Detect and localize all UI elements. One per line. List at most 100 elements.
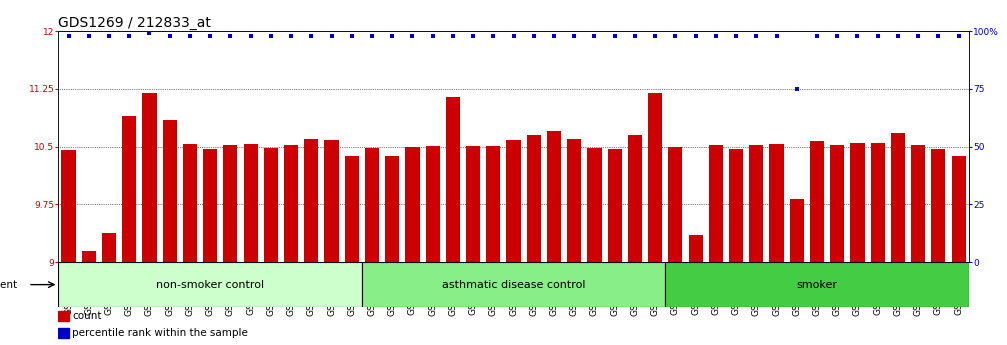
Bar [426, 146, 440, 262]
Text: GDS1269 / 212833_at: GDS1269 / 212833_at [58, 16, 211, 30]
Point [161, 33, 177, 38]
Point [648, 33, 664, 38]
Point [465, 33, 481, 38]
Point [263, 33, 279, 38]
Bar [669, 147, 683, 262]
Point [809, 33, 825, 38]
Point [606, 33, 622, 38]
Text: smoker: smoker [797, 280, 838, 289]
Bar [102, 233, 116, 262]
Point [223, 33, 239, 38]
Bar [446, 97, 460, 262]
Text: non-smoker control: non-smoker control [156, 280, 264, 289]
Point [283, 33, 299, 38]
Bar [952, 156, 966, 262]
Point [566, 33, 582, 38]
Bar [789, 199, 804, 262]
FancyBboxPatch shape [666, 262, 969, 307]
Point [343, 33, 359, 38]
Point [303, 33, 319, 38]
Bar [587, 148, 601, 262]
Point [81, 33, 97, 38]
Bar [547, 131, 561, 262]
Bar [385, 156, 399, 262]
FancyBboxPatch shape [362, 262, 666, 307]
Point [829, 33, 845, 38]
Bar [649, 93, 663, 262]
Bar [810, 141, 824, 262]
Point [870, 33, 886, 38]
Point [688, 33, 704, 38]
Bar [304, 139, 318, 262]
Text: agent: agent [0, 280, 18, 289]
Point [526, 33, 542, 38]
Bar [729, 149, 743, 262]
Point [930, 33, 947, 38]
Bar [58, 328, 69, 338]
Bar [689, 235, 703, 262]
Point [485, 33, 501, 38]
Point [323, 33, 339, 38]
Text: asthmatic disease control: asthmatic disease control [442, 280, 585, 289]
Bar [244, 144, 258, 262]
Bar [749, 145, 763, 262]
Bar [264, 148, 278, 262]
Point [546, 33, 562, 38]
Bar [931, 149, 946, 262]
Point [586, 33, 602, 38]
Bar [850, 143, 865, 262]
Point [788, 86, 805, 92]
Point [60, 33, 77, 38]
Bar [162, 120, 177, 262]
Bar [284, 145, 298, 262]
Point [364, 33, 380, 38]
Point [182, 33, 198, 38]
Bar [203, 149, 218, 262]
Bar [406, 147, 420, 262]
Point [202, 33, 219, 38]
Bar [142, 93, 156, 262]
Bar [466, 146, 480, 262]
Point [101, 33, 117, 38]
Bar [527, 135, 541, 262]
Point [384, 33, 400, 38]
Point [506, 33, 522, 38]
Point [768, 33, 784, 38]
Bar [183, 144, 197, 262]
Bar [486, 146, 500, 262]
Bar [365, 148, 379, 262]
Point [728, 33, 744, 38]
Point [708, 33, 724, 38]
Bar [58, 311, 69, 321]
Bar [911, 145, 925, 262]
Point [445, 33, 461, 38]
Point [141, 31, 157, 36]
Point [850, 33, 866, 38]
Point [121, 33, 137, 38]
Bar [871, 143, 885, 262]
Bar [82, 251, 96, 262]
Point [910, 33, 926, 38]
Bar [507, 140, 521, 262]
Point [627, 33, 643, 38]
Bar [607, 149, 621, 262]
Bar [769, 144, 783, 262]
Point [425, 33, 441, 38]
Bar [628, 135, 642, 262]
Bar [61, 150, 76, 262]
FancyBboxPatch shape [58, 262, 362, 307]
Bar [567, 139, 581, 262]
Bar [122, 116, 136, 262]
Point [243, 33, 259, 38]
Bar [224, 145, 238, 262]
Text: percentile rank within the sample: percentile rank within the sample [73, 328, 248, 338]
Bar [324, 140, 338, 262]
Point [668, 33, 684, 38]
Point [748, 33, 764, 38]
Bar [891, 133, 905, 262]
Bar [830, 145, 844, 262]
Point [405, 33, 421, 38]
Bar [344, 156, 358, 262]
Text: count: count [73, 311, 102, 321]
Point [890, 33, 906, 38]
